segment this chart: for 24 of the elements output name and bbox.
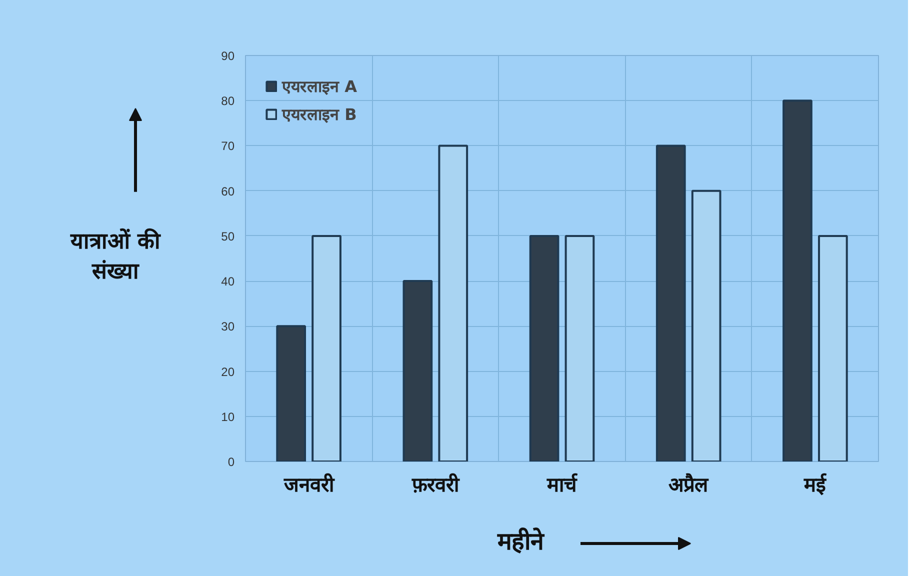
bar: [529, 234, 560, 462]
y-axis-title: यात्राओं की संख्या: [70, 227, 162, 284]
bar: [656, 144, 686, 462]
y-tick-label: 80: [221, 94, 235, 108]
x-axis-title: महीने: [496, 528, 546, 556]
y-tick-label: 90: [221, 49, 235, 63]
y-tick-label: 60: [221, 184, 235, 198]
x-tick-label: अप्रैल: [668, 472, 710, 496]
y-tick-label: 0: [228, 455, 235, 469]
legend-label: एयरलाइन A: [282, 76, 357, 97]
bar: [402, 280, 433, 462]
y-tick-label: 70: [221, 139, 235, 154]
y-tick-label: 10: [221, 410, 235, 424]
y-tick-label: 40: [221, 274, 235, 289]
bar: [782, 100, 812, 462]
x-tick-label: मार्च: [546, 472, 578, 496]
y-tick-label: 20: [221, 364, 235, 379]
y-tick-label: 30: [221, 320, 235, 334]
x-tick-label: मई: [803, 472, 828, 496]
legend-label: एयरलाइन B: [282, 104, 357, 125]
x-tick-label: जनवरी: [282, 472, 335, 496]
y-tick-label: 50: [221, 229, 235, 244]
bar: [276, 325, 306, 462]
x-tick-label: फ़रवरी: [410, 472, 460, 496]
